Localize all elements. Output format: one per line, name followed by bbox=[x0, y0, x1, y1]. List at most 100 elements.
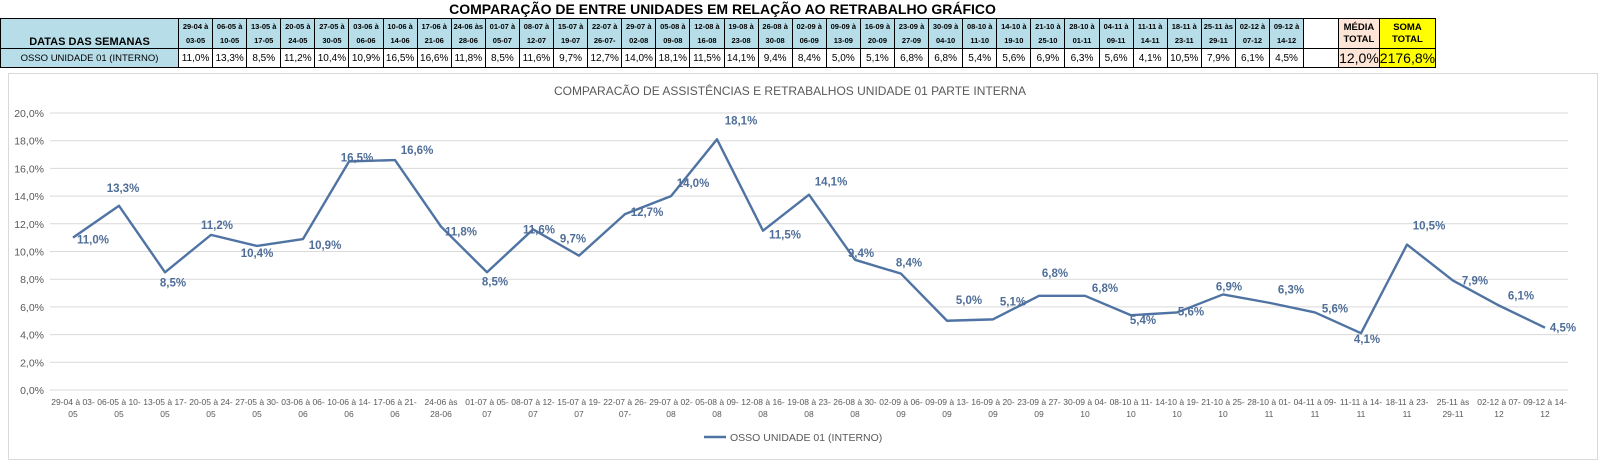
chart-area bbox=[8, 73, 1598, 460]
week-header-line: 09-12 à bbox=[1273, 21, 1300, 31]
x-tick-label: 07 bbox=[482, 409, 492, 419]
week-header-line: 05-08 à bbox=[660, 21, 686, 31]
week-header-line: 04-10 bbox=[936, 35, 956, 45]
week-header-line: 22-07 à bbox=[591, 21, 618, 31]
week-header-line: 30-09 à bbox=[932, 21, 959, 31]
week-header-16: 12-08 à 16-08 bbox=[689, 18, 725, 49]
week-header-4: 20-05 à 24-05 bbox=[280, 18, 316, 49]
x-tick-label: 06 bbox=[344, 409, 354, 419]
y-tick-label: 4,0% bbox=[20, 330, 44, 342]
media-total-value: 12,0% bbox=[1338, 48, 1380, 68]
week-header-13: 22-07 à 26-07- bbox=[587, 18, 623, 49]
x-tick-label: 18-11 à 23- bbox=[1386, 397, 1429, 407]
week-value-15: 18,1% bbox=[655, 48, 691, 68]
data-label: 5,0% bbox=[956, 295, 982, 307]
data-label: 16,5% bbox=[341, 152, 374, 164]
week-value-13: 12,7% bbox=[587, 48, 623, 68]
x-tick-label: 13-05 à 17- bbox=[143, 397, 187, 407]
week-header-line: 08-07 à bbox=[523, 21, 550, 31]
x-tick-label: 14-10 à 19- bbox=[1155, 397, 1199, 407]
week-header-line: 17-06 à bbox=[421, 21, 447, 31]
y-tick-label: 18,0% bbox=[14, 136, 44, 148]
data-label: 5,4% bbox=[1130, 315, 1156, 327]
week-header-30: 18-11 à 23-11 bbox=[1166, 18, 1202, 49]
data-label: 6,3% bbox=[1278, 285, 1304, 297]
x-tick-label: 05 bbox=[114, 409, 124, 419]
weekly-table: DATAS DAS SEMANAS 29-04 à 03-05 06-05 à 10-0… bbox=[0, 18, 1491, 68]
x-tick-label: 09-09 à 13- bbox=[925, 397, 969, 407]
x-tick-label: 11-11 à 14- bbox=[1340, 397, 1382, 407]
y-tick-label: 12,0% bbox=[14, 219, 44, 231]
week-value-12: 9,7% bbox=[553, 48, 589, 68]
week-header-line: 09-08 bbox=[663, 35, 683, 45]
week-header-line: 28-06 bbox=[458, 35, 478, 45]
week-header-6: 03-06 à 06-06 bbox=[348, 18, 384, 49]
x-tick-label: 05 bbox=[252, 409, 262, 419]
data-label: 11,6% bbox=[523, 224, 555, 236]
week-header-24: 08-10 à 11-10 bbox=[962, 18, 998, 49]
x-tick-label: 17-06 à 21- bbox=[373, 397, 417, 407]
week-header-line: 25-10 bbox=[1038, 35, 1058, 45]
y-tick-label: 14,0% bbox=[14, 191, 44, 203]
week-header-19: 02-09 à 06-09 bbox=[791, 18, 827, 49]
x-tick-label: 07 bbox=[528, 409, 538, 419]
week-header-1: 29-04 à 03-05 bbox=[177, 18, 214, 49]
x-tick-label: 12-08 à 16- bbox=[741, 397, 785, 407]
x-tick-label: 05-08 à 09- bbox=[695, 397, 739, 407]
week-header-line: 16-08 bbox=[697, 35, 717, 45]
data-label: 8,5% bbox=[482, 276, 508, 288]
x-tick-label: 08-07 à 12- bbox=[511, 397, 555, 407]
x-tick-label: 08 bbox=[712, 409, 722, 419]
data-label: 7,9% bbox=[1462, 276, 1488, 288]
blank-cell bbox=[1303, 48, 1340, 68]
week-header-line: 20-05 à bbox=[285, 21, 311, 31]
x-tick-label: 29-04 à 03- bbox=[51, 397, 95, 407]
week-value-29: 4,1% bbox=[1132, 48, 1168, 68]
week-header-line: 14-12 bbox=[1276, 35, 1297, 45]
x-tick-label: 29-07 à 02- bbox=[649, 397, 693, 407]
week-header-15: 05-08 à 09-08 bbox=[655, 18, 691, 49]
week-value-10: 8,5% bbox=[484, 48, 520, 68]
x-tick-label: 01-07 à 05- bbox=[465, 397, 509, 407]
week-header-22: 23-09 à 27-09 bbox=[893, 18, 930, 49]
week-header-line: 28-10 à bbox=[1069, 21, 1095, 31]
week-header-line: 20-09 bbox=[867, 35, 888, 45]
week-value-1: 11,0% bbox=[177, 48, 214, 68]
week-header-line: 18-11 à bbox=[1171, 21, 1197, 31]
data-label: 11,2% bbox=[201, 220, 233, 232]
x-tick-label: 02-09 à 06- bbox=[879, 397, 923, 407]
week-header-line: 23-11 bbox=[1174, 35, 1194, 45]
week-header-line: 03-06 à bbox=[353, 21, 379, 31]
x-tick-label: 06-05 à 10- bbox=[97, 397, 141, 407]
week-header-line: 01-07 à bbox=[489, 21, 516, 31]
x-tick-label: 05 bbox=[68, 409, 78, 419]
x-tick-label: 09 bbox=[896, 409, 906, 419]
week-header-line: 14-11 bbox=[1140, 35, 1160, 45]
week-header-10: 01-07 à 05-07 bbox=[484, 18, 520, 49]
week-header-line: 15-07 à bbox=[557, 21, 584, 31]
week-value-24: 5,4% bbox=[962, 48, 998, 68]
week-header-line: 10-06 à bbox=[387, 21, 413, 31]
soma-total-header: SOMA TOTAL bbox=[1378, 18, 1437, 49]
week-value-7: 16,5% bbox=[382, 48, 418, 68]
week-header-line: 30-08 bbox=[765, 35, 785, 45]
week-header-line: 21-10 à bbox=[1035, 21, 1061, 31]
week-value-27: 6,3% bbox=[1064, 48, 1100, 68]
week-header-line: 07-12 bbox=[1242, 35, 1263, 45]
week-header-line: 27-05 à bbox=[319, 21, 345, 31]
media-header-line: MÉDIA bbox=[1343, 21, 1375, 33]
x-tick-label: 05 bbox=[206, 409, 216, 419]
week-header-line: 19-10 bbox=[1004, 35, 1024, 45]
week-header-line: 16-09 à bbox=[864, 21, 891, 31]
x-tick-label: 08-10 à 11- bbox=[1110, 397, 1153, 407]
x-tick-label: 15-07 à 19- bbox=[557, 397, 601, 407]
x-tick-label: 08 bbox=[850, 409, 860, 419]
week-value-11: 11,6% bbox=[518, 48, 555, 68]
week-header-line: 03-05 bbox=[185, 35, 206, 45]
x-tick-label: 21-10 à 25- bbox=[1201, 397, 1245, 407]
x-tick-label: 02-12 à 07- bbox=[1477, 397, 1521, 407]
data-label: 14,0% bbox=[677, 178, 710, 190]
week-header-line: 19-07 bbox=[560, 35, 581, 45]
week-value-2: 13,3% bbox=[212, 48, 248, 68]
